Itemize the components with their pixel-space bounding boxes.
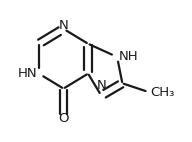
Text: NH: NH <box>119 50 138 63</box>
Text: O: O <box>58 112 69 125</box>
Text: N: N <box>59 19 68 32</box>
Text: N: N <box>96 79 106 92</box>
Text: HN: HN <box>17 67 37 80</box>
Text: CH₃: CH₃ <box>151 86 175 99</box>
